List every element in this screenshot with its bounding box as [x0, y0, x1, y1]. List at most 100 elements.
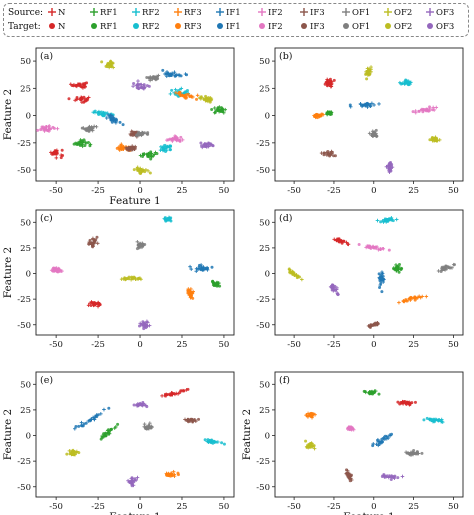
cluster-n [396, 399, 417, 407]
cluster-rf3 [397, 294, 429, 305]
legend: Source: Target: NN RF1 RF1 RF2 RF2 RF3 RF3 IF1 IF1… [8, 8, 454, 32]
target-point [203, 438, 207, 442]
target-point [348, 425, 352, 429]
target-point [379, 281, 383, 285]
target-point [410, 296, 414, 300]
target-point [357, 243, 361, 247]
cluster-rf1 [72, 138, 93, 149]
axes-frame [274, 47, 464, 182]
target-point [167, 473, 171, 477]
target-point [182, 389, 186, 393]
cluster-of1 [367, 128, 379, 139]
target-point [378, 285, 382, 289]
cluster-rf1 [211, 279, 222, 288]
axes-frame [274, 209, 464, 336]
target-point [39, 128, 43, 132]
y-axis-label: Feature 2 [2, 247, 14, 298]
cluster-n [49, 148, 65, 160]
legend-source-text: OF3 [436, 8, 454, 18]
cluster-if2 [49, 266, 64, 274]
x-tick-label: 0 [371, 502, 376, 512]
panel-label: (b) [279, 51, 293, 62]
target-point [163, 217, 167, 221]
x-axis-label: Feature 1 [109, 195, 160, 207]
cluster-if2 [165, 134, 185, 143]
y-tick-label: 25 [20, 84, 31, 94]
legend-target-text: OF1 [352, 22, 370, 32]
target-point [324, 80, 328, 84]
legend-source-text: RF3 [184, 8, 202, 18]
cluster-rf1 [391, 263, 404, 274]
y-tick-label: 0 [265, 270, 270, 280]
legend-target-marker-rf2 [133, 23, 139, 29]
cluster-of2 [287, 267, 304, 282]
legend-target-marker-if1 [217, 23, 223, 29]
target-point [330, 283, 334, 287]
x-tick-label: 0 [371, 186, 376, 196]
target-point [132, 81, 136, 85]
cluster-rf3 [174, 90, 200, 101]
y-tick-label: -50 [256, 483, 270, 493]
target-point [85, 129, 89, 133]
target-point [310, 412, 314, 416]
target-point [179, 74, 183, 78]
target-point [178, 391, 182, 395]
x-tick-label: -25 [91, 340, 105, 350]
y-tick-label: -50 [256, 166, 270, 176]
target-point [384, 217, 388, 221]
cluster-of3 [380, 473, 405, 481]
panel-label: (a) [40, 51, 53, 62]
legend-target-marker-if2 [259, 23, 265, 29]
y-tick-label: -25 [256, 295, 270, 305]
legend-source-marker-of2 [384, 8, 392, 16]
target-point [139, 243, 143, 247]
target-point [214, 282, 218, 286]
target-point [141, 320, 145, 324]
target-point [222, 442, 226, 446]
target-point [332, 78, 336, 82]
target-point [92, 417, 96, 421]
target-point [389, 477, 393, 481]
target-point [89, 303, 93, 307]
target-point [77, 451, 81, 455]
target-point [371, 444, 375, 448]
x-tick-label: 25 [408, 186, 419, 196]
cluster-if1 [377, 270, 386, 294]
target-point [79, 98, 83, 102]
y-tick-label: 50 [259, 380, 270, 390]
target-point [132, 403, 136, 407]
panel-f: -50 -25 0 25 50 -50 -25 0 25 50 (f) Feature 1 Featur… [241, 371, 464, 515]
cluster-of2 [428, 135, 442, 143]
target-point [106, 63, 110, 67]
x-tick-label: -25 [91, 186, 105, 196]
target-point [86, 140, 90, 144]
target-point [145, 76, 149, 80]
legend-source-text: RF1 [100, 8, 118, 18]
cluster-if1 [188, 263, 214, 274]
y-tick-label: 0 [26, 432, 31, 442]
target-point [428, 105, 432, 109]
cluster-of2 [119, 275, 143, 282]
target-point [381, 247, 385, 251]
x-tick-label: -50 [49, 186, 63, 196]
x-tick-label: -50 [287, 502, 301, 512]
x-tick-label: -25 [91, 502, 105, 512]
cluster-rf2 [162, 215, 173, 223]
target-point [372, 323, 376, 327]
cluster-if3 [87, 235, 100, 249]
cluster-n [323, 77, 336, 89]
target-point [52, 126, 56, 130]
y-tick-label: 0 [26, 270, 31, 280]
target-point [388, 217, 392, 221]
legend-source-text: RF2 [142, 8, 160, 18]
target-point [138, 132, 142, 136]
cluster-rf1 [325, 110, 334, 117]
cluster-rf2 [203, 438, 226, 446]
target-point [186, 387, 190, 391]
legend-source-text: OF1 [352, 8, 370, 18]
target-point [197, 417, 201, 421]
panel-e: -50 -25 0 25 50 -50 -25 0 25 50 (e) Feature 1 Featur… [2, 371, 235, 515]
y-axis-label: Feature 2 [241, 409, 253, 460]
legend-frame [3, 3, 469, 37]
target-point [56, 270, 60, 274]
